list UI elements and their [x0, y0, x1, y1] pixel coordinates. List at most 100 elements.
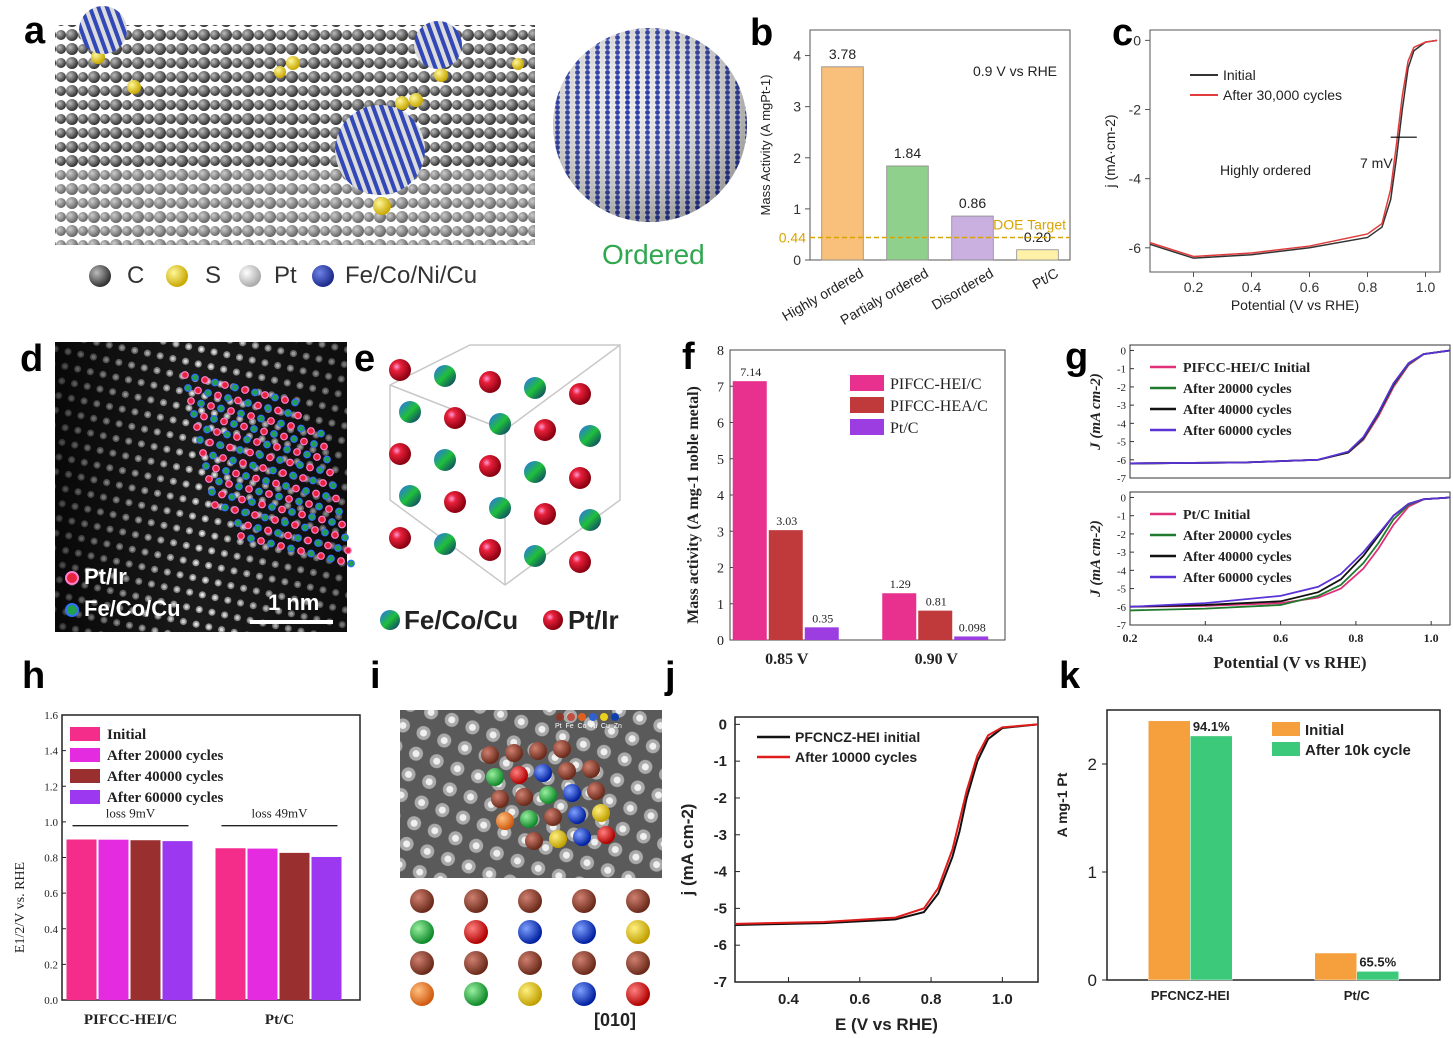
series-line — [1129, 496, 1451, 608]
bar — [954, 636, 989, 640]
legend-label: PIFCC-HEI/C Initial — [1183, 361, 1310, 376]
overlay-atom — [275, 492, 283, 501]
series-line-0 — [1149, 39, 1438, 259]
overlay-atom — [297, 424, 305, 433]
overlay-atom — [597, 826, 615, 844]
overlay-atom — [259, 464, 267, 472]
y-tick-label: 0 — [793, 252, 801, 268]
overlay-atom — [196, 436, 204, 444]
panel-label-k: k — [1059, 655, 1081, 697]
chart-g: 0 -1 -2 -3 -4 -5 -6 -7 PIFCC-HEI/C Initial After … — [1088, 344, 1451, 672]
mini-legend-dot — [600, 713, 608, 721]
model-atom — [518, 889, 542, 913]
overlay-atom — [304, 536, 312, 545]
bar — [1190, 735, 1233, 981]
y-axis-label: J (mA cm-2) — [1088, 373, 1104, 451]
overlay-atom — [277, 419, 285, 428]
x-tick-label: 0.2 — [1123, 631, 1138, 645]
bar — [279, 852, 310, 1000]
plot-frame — [1106, 709, 1441, 981]
overlay-atom — [211, 501, 219, 509]
y-tick-label: 0 — [717, 634, 724, 649]
fe-co-cu-icon — [380, 610, 400, 630]
category-label: PFCNCZ-HEI — [1151, 988, 1230, 1003]
mini-legend-dot — [556, 713, 564, 721]
overlay-atom — [295, 497, 303, 506]
overlay-atom — [337, 557, 345, 565]
overlay-atom — [329, 481, 337, 490]
legend-swatch — [850, 397, 884, 413]
lattice-atom — [534, 503, 556, 525]
y-tick-label: 2 — [717, 562, 724, 577]
y-tick-label: -3 — [714, 827, 727, 844]
graphene-illustration — [55, 6, 535, 245]
overlay-atom — [232, 469, 240, 478]
overlay-atom — [221, 381, 229, 389]
overlay-atom — [291, 398, 299, 407]
y-tick-label: -3 — [1117, 400, 1127, 412]
overlay-atom — [262, 477, 270, 485]
overlay-atom — [317, 552, 325, 560]
overlay-atom — [269, 466, 277, 475]
overlay-atom — [582, 760, 600, 778]
overlay-atom — [332, 494, 340, 503]
model-atom — [626, 951, 650, 975]
overlay-atom — [305, 500, 313, 508]
legend-swatch — [1272, 742, 1300, 756]
loss-annotation: loss 49mV — [252, 806, 309, 821]
x-tick-label: 0.8 — [921, 991, 942, 1008]
overlay-atom — [294, 411, 302, 420]
category-label: 0.85 V — [765, 651, 809, 668]
legend-label: After 40000 cycles — [107, 769, 224, 785]
overlay-atom — [221, 503, 229, 512]
overlay-atom — [234, 396, 242, 405]
overlay-atom — [258, 500, 266, 509]
panel-label-f: f — [682, 336, 695, 378]
overlay-atom — [303, 450, 311, 459]
overlay-atom — [311, 526, 319, 534]
overlay-atom — [235, 482, 243, 491]
ordered-label: Ordered — [602, 239, 705, 270]
overlay-atom — [224, 394, 232, 402]
model-atom — [464, 920, 488, 944]
lattice-atom — [444, 407, 466, 429]
chart-h: 0.0 0.2 0.4 0.6 0.8 1.0 1.2 1.4 1.6 PIFCC-HEI/C lo… — [13, 710, 361, 1028]
y-tick-label: 4 — [717, 489, 724, 504]
panel-label-c: c — [1112, 12, 1134, 54]
overlay-atom — [267, 417, 275, 425]
category-label: Disordered — [929, 265, 996, 313]
legend-c: C — [127, 262, 145, 289]
y-tick-label: 7 — [717, 380, 724, 395]
overlay-atom — [553, 740, 571, 758]
bar-value-label: 0.81 — [926, 595, 947, 609]
scale-label: 1 nm — [268, 590, 320, 615]
overlay-atom — [486, 768, 504, 786]
overlay-atom — [307, 549, 315, 558]
overlay-atom — [290, 435, 298, 443]
overlay-atom — [201, 376, 209, 384]
nanoparticle-1 — [79, 6, 127, 54]
model-atom — [464, 951, 488, 975]
bar-0 — [821, 66, 864, 261]
model-atom — [518, 982, 542, 1006]
overlay-atom — [327, 554, 335, 563]
y-axis-label: Mass Activity (A mgPt-1) — [758, 75, 773, 216]
bar — [215, 848, 246, 1000]
bar — [768, 530, 803, 640]
legend-label: After 40000 cycles — [1183, 550, 1292, 565]
legend-swatch — [850, 375, 884, 391]
y-tick-label: 0.2 — [44, 959, 58, 971]
overlay-atom — [254, 524, 262, 532]
bar-1 — [886, 165, 929, 261]
overlay-atom — [284, 409, 292, 417]
lattice-atom — [489, 497, 511, 519]
overlay-atom — [271, 393, 279, 402]
overlay-atom — [219, 454, 227, 462]
overlay-atom — [255, 487, 263, 496]
overlay-atom — [241, 508, 249, 517]
panel-i: i Pt Fe Co Ni Cu Zn [010] — [370, 655, 670, 1038]
platinum-icon — [239, 265, 261, 287]
overlay-atom — [261, 391, 269, 399]
overlay-atom — [573, 828, 591, 846]
chart-j: 0.4 0.6 0.8 1.0 0 -1 -2 -3 -4 -5 -6 -7 PFCNCZ-HEI in… — [678, 716, 1039, 1034]
